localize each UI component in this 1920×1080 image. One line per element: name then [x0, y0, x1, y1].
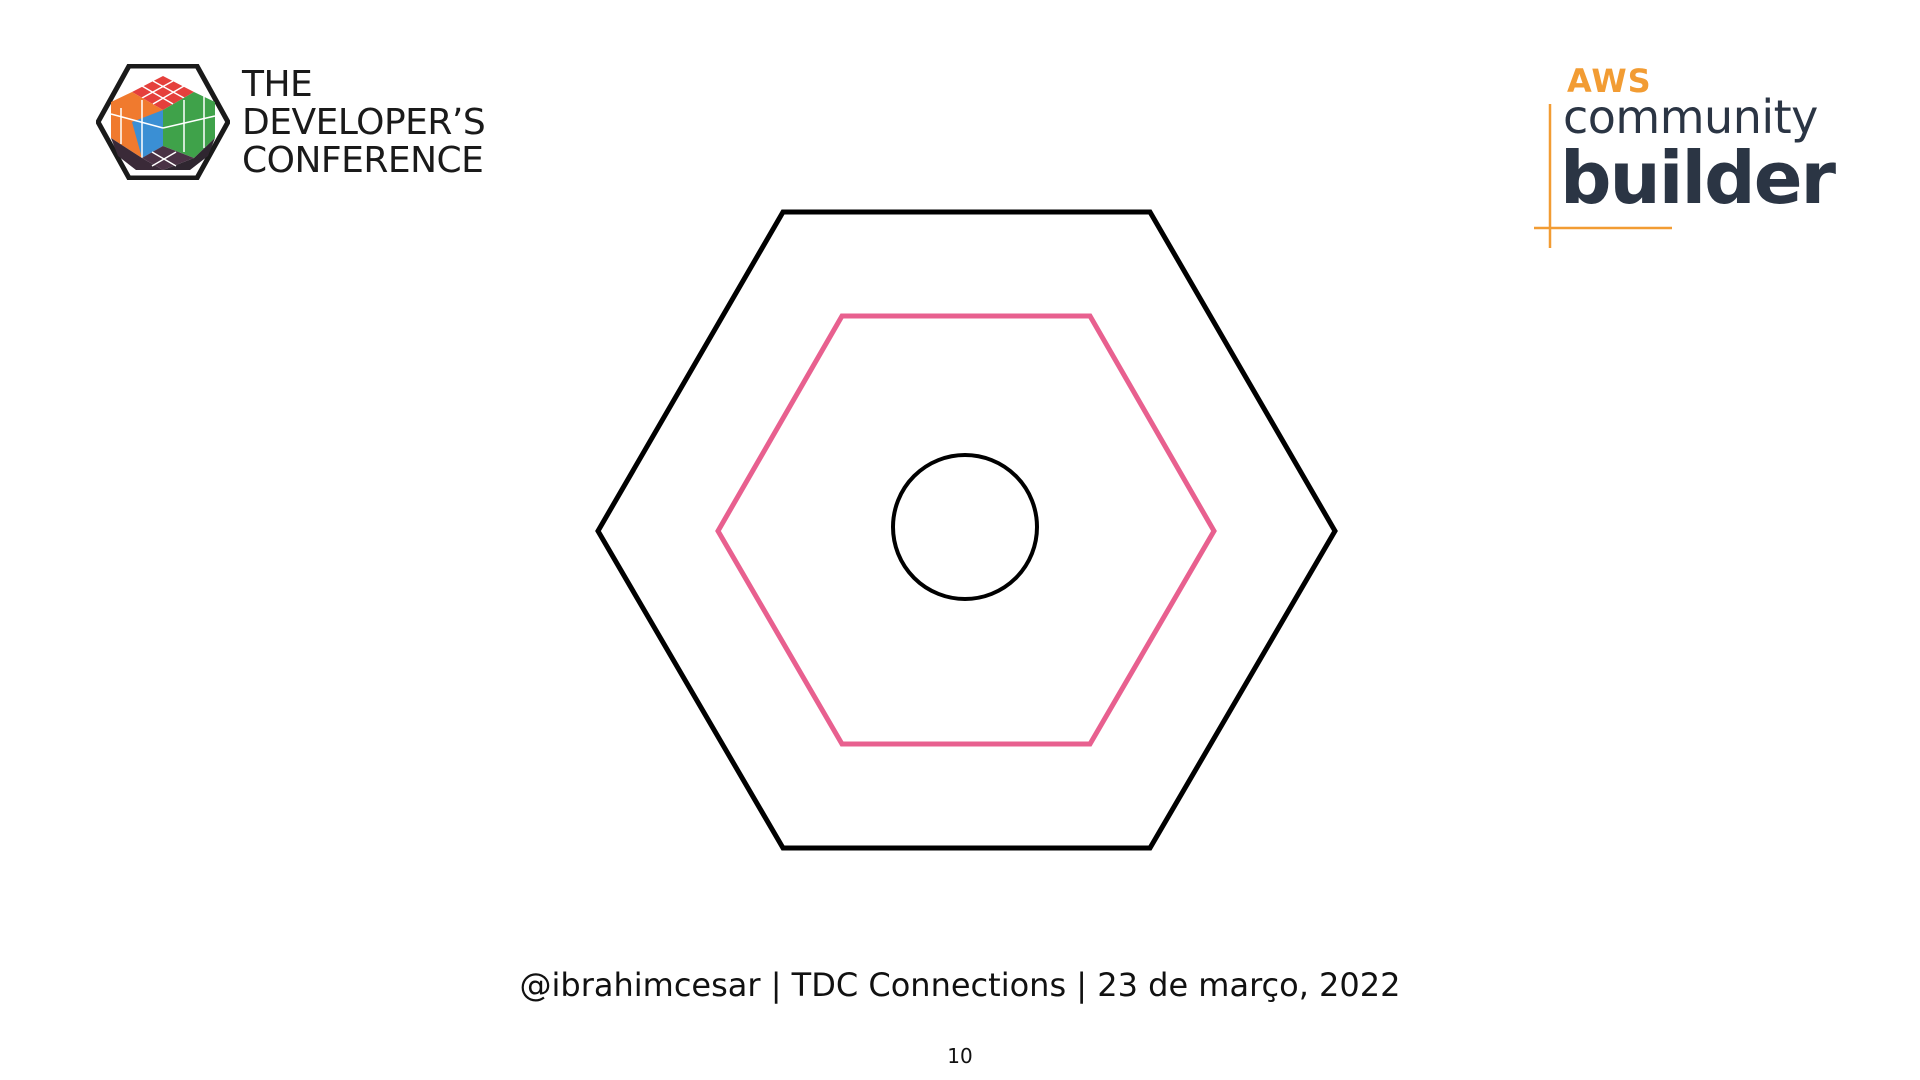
- outer-hexagon: [595, 209, 1338, 851]
- community-word: community: [1563, 90, 1818, 144]
- core-circle: [891, 453, 1039, 601]
- aws-word: AWS: [1567, 62, 1652, 100]
- middle-hexagon: [715, 313, 1217, 747]
- tdc-wordmark: THE DEVELOPER’S CONFERENCE: [242, 64, 486, 181]
- rubiks-cube-icon: [96, 64, 230, 180]
- aws-community-builder-logo: AWS community builder: [1530, 60, 1860, 250]
- tdc-line-1: THE: [242, 64, 313, 105]
- footer-credits: @ibrahimcesar | TDC Connections | 23 de …: [519, 966, 1401, 1004]
- builder-word: builder: [1560, 136, 1836, 220]
- tdc-line-3: CONFERENCE: [242, 140, 484, 181]
- logo-crosshair-lines: [1534, 104, 1672, 248]
- tdc-line-2: DEVELOPER’S: [242, 102, 486, 143]
- page-number: 10: [947, 1044, 973, 1068]
- tdc-logo: THE DEVELOPER’S CONFERENCE: [96, 64, 516, 194]
